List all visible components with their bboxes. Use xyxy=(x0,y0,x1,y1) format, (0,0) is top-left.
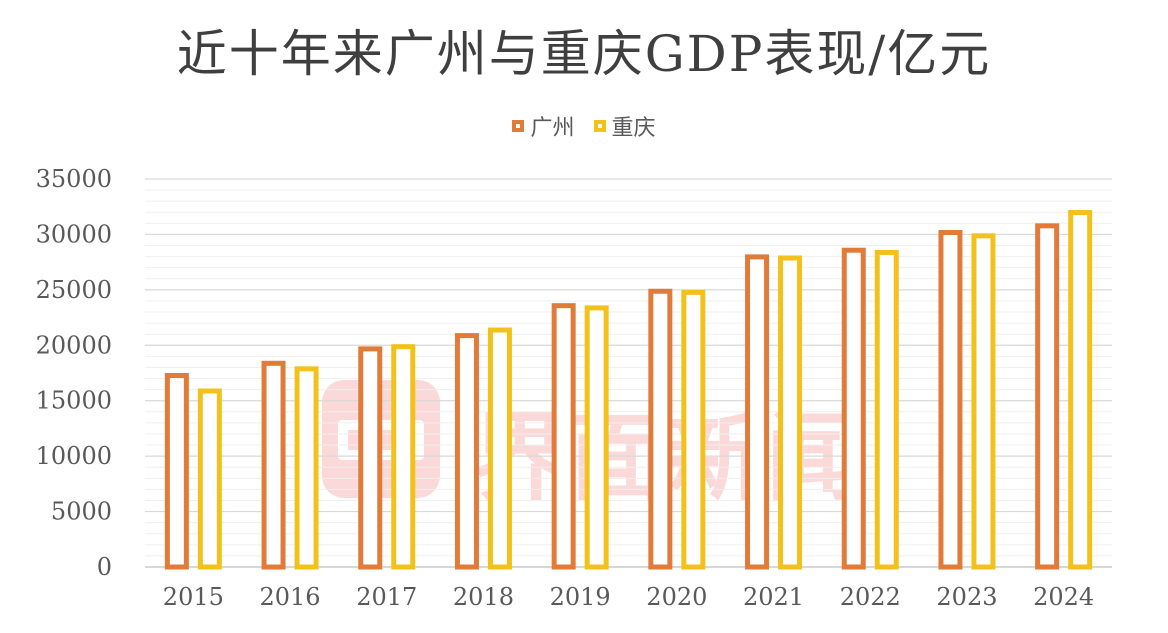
bar-chongqing-2019 xyxy=(584,305,609,570)
y-tick-label: 0 xyxy=(97,553,112,581)
bar-chongqing-2021 xyxy=(778,255,803,570)
bar-guangzhou-2017 xyxy=(358,346,383,570)
x-tick-label: 2023 xyxy=(936,583,997,611)
bar-guangzhou-2024 xyxy=(1035,223,1060,570)
x-tick-label: 2020 xyxy=(646,583,707,611)
y-tick-label: 35000 xyxy=(36,165,112,193)
bar-guangzhou-2022 xyxy=(841,247,866,570)
bar-guangzhou-2019 xyxy=(551,303,576,570)
bar-chongqing-2022 xyxy=(874,249,899,570)
legend: 广州 重庆 xyxy=(0,110,1168,142)
legend-swatch-chongqing xyxy=(593,120,606,132)
legend-label-guangzhou: 广州 xyxy=(530,116,575,141)
x-tick-label: 2019 xyxy=(550,583,611,611)
bar-chongqing-2023 xyxy=(971,233,996,570)
bar-guangzhou-2020 xyxy=(648,288,673,570)
x-tick-label: 2021 xyxy=(743,583,804,611)
bar-chongqing-2020 xyxy=(681,289,706,570)
bar-guangzhou-2018 xyxy=(454,333,479,570)
x-tick-label: 2024 xyxy=(1033,583,1094,611)
bar-chongqing-2017 xyxy=(391,344,416,570)
legend-item-chongqing: 重庆 xyxy=(593,110,656,142)
x-tick-label: 2016 xyxy=(260,583,321,611)
bar-chongqing-2024 xyxy=(1068,210,1093,570)
bar-guangzhou-2021 xyxy=(745,254,770,570)
chart-title: 近十年来广州与重庆GDP表现/亿元 xyxy=(176,25,992,83)
legend-item-guangzhou: 广州 xyxy=(512,110,575,142)
bar-guangzhou-2016 xyxy=(261,360,286,570)
bar-chongqing-2015 xyxy=(197,388,222,570)
x-tick-label: 2018 xyxy=(453,583,514,611)
y-tick-label: 5000 xyxy=(51,498,112,526)
bar-guangzhou-2023 xyxy=(938,229,963,570)
bar-chongqing-2018 xyxy=(487,327,512,570)
x-tick-label: 2022 xyxy=(840,583,901,611)
legend-swatch-guangzhou xyxy=(512,120,525,132)
legend-label-chongqing: 重庆 xyxy=(611,116,656,141)
y-tick-label: 10000 xyxy=(36,442,112,470)
x-tick-label: 2017 xyxy=(356,583,417,611)
y-tick-label: 25000 xyxy=(36,276,112,304)
bar-guangzhou-2015 xyxy=(164,373,189,570)
y-tick-label: 30000 xyxy=(36,220,112,248)
bar-chongqing-2016 xyxy=(294,366,319,570)
x-tick-label: 2015 xyxy=(163,583,224,611)
y-tick-label: 20000 xyxy=(36,331,112,359)
y-tick-label: 15000 xyxy=(36,387,112,415)
